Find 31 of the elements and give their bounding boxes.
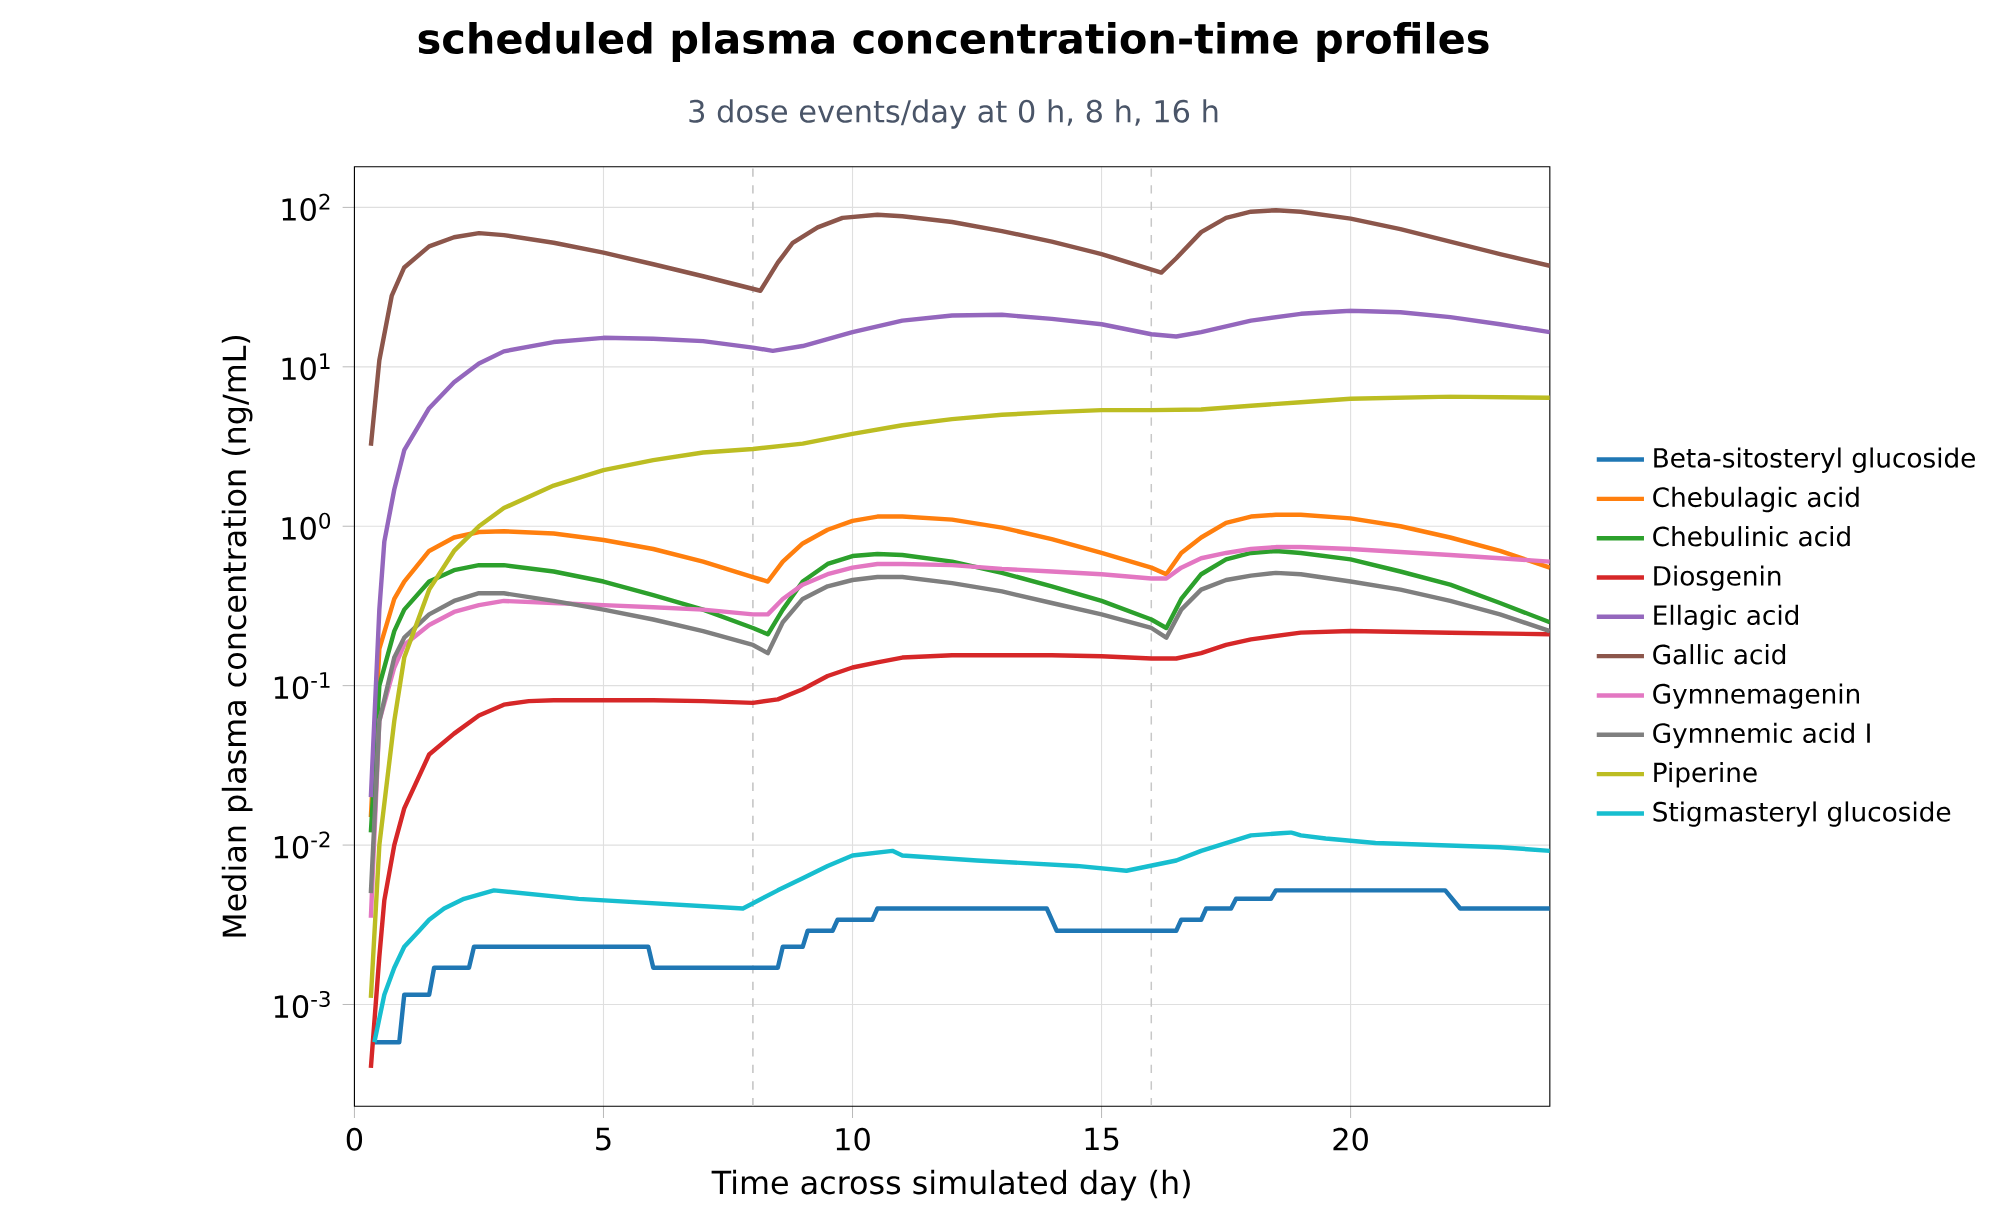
x-tick-label: 10: [836, 1127, 870, 1151]
y-tick-label: 10$^{-3}$: [274, 990, 330, 1018]
line-series: [368, 207, 1550, 448]
legend-label: Stigmasteryl glucoside: [1653, 801, 1951, 827]
y-tick-label: 10$^{0}$: [282, 512, 331, 540]
y-tick-label: 10$^{2}$: [282, 193, 330, 221]
chart-subtitle: 3 dose events/day at 0 h, 8 h, 16 h: [689, 99, 1218, 129]
x-tick-label: 15: [1085, 1127, 1119, 1151]
legend-label: Piperine: [1654, 761, 1757, 788]
y-axis-title: Median plasma concentration (ng/mL): [221, 335, 253, 937]
line-series: [368, 308, 1550, 800]
y-tick-label: 10$^{-1}$: [274, 671, 330, 699]
line-series: [372, 830, 1550, 1045]
legend-label: Chebulagic acid: [1653, 486, 1859, 513]
x-tick-label: 5: [596, 1127, 611, 1151]
x-axis-title: Time across simulated day (h): [711, 1169, 1190, 1201]
legend-label: Beta-sitosteryl glucoside: [1654, 447, 1975, 473]
y-tick-label: 10$^{-2}$: [274, 831, 330, 859]
chart-title: scheduled plasma concentration-time profiles: [418, 21, 1489, 62]
x-tick-label: 0: [346, 1127, 363, 1151]
legend-label: Gymnemic acid I: [1653, 722, 1870, 748]
line-series: [368, 394, 1550, 1000]
legend-label: Ellagic acid: [1654, 604, 1798, 630]
legend-label: Gymnemagenin: [1653, 683, 1860, 709]
y-tick-label: 10$^{1}$: [282, 353, 330, 381]
line-series: [368, 548, 1550, 835]
legend-label: Chebulinic acid: [1653, 525, 1850, 547]
x-tick-label: 20: [1333, 1127, 1368, 1151]
line-series: [372, 887, 1550, 1045]
legend-label: Diosgenin: [1654, 565, 1781, 591]
legend-label: Gallic acid: [1653, 643, 1786, 665]
